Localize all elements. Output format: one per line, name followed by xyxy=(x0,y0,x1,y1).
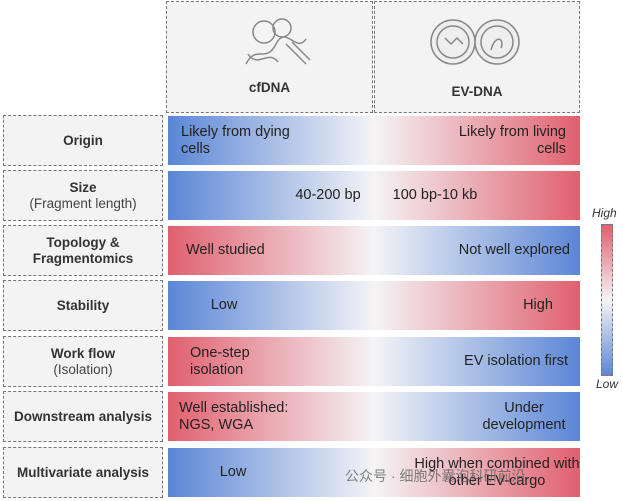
gradient-cell: Likely from dying cells Likely from livin… xyxy=(168,116,580,165)
gradient-cell: Low High xyxy=(168,281,580,330)
cell-text: Well established: NGS, WGA xyxy=(179,399,289,433)
watermark: 公众号 · 细胞外囊泡科研前沿 xyxy=(345,468,526,484)
row-label-text: Size xyxy=(69,179,97,195)
row-label: Topology & Fragmentomics xyxy=(4,226,162,275)
row-label-box xyxy=(3,447,163,498)
cell-text: Low xyxy=(210,297,238,313)
row-label-text: Origin xyxy=(63,132,103,148)
header-box xyxy=(374,1,580,113)
cell-text: Under development xyxy=(482,399,566,433)
gradient-cell: Low High when combined with other EV-carg… xyxy=(168,448,580,497)
row-label-box xyxy=(3,280,163,331)
gradient-cell: Well studied Not well explored xyxy=(168,226,580,275)
row-label: Downstream analysis xyxy=(4,392,162,441)
row-label-text: Topology & Fragmentomics xyxy=(32,234,134,266)
cell-text: Likely from dying cells xyxy=(181,123,290,157)
row-label: Multivariate analysis xyxy=(4,448,162,497)
row-label-box xyxy=(3,170,163,221)
column-header: EV-DNA xyxy=(451,84,503,99)
row-label-box xyxy=(3,115,163,166)
cell-text: 100 bp-10 kb xyxy=(392,187,478,203)
row-label: Origin xyxy=(4,116,162,165)
cell-text: High when combined with other EV-cargo xyxy=(414,455,580,489)
row-sublabel: (Fragment length) xyxy=(29,195,137,211)
legend-low: Low xyxy=(596,377,619,391)
gradient-cell: One-step isolation EV isolation first xyxy=(168,337,580,386)
gradient-cell: 40-200 bp 100 bp-10 kb xyxy=(168,171,580,220)
row-sublabel: (Isolation) xyxy=(53,361,113,377)
cell-text: One-step isolation xyxy=(190,344,250,378)
cell-text: 40-200 bp xyxy=(295,187,361,203)
legend-high: High xyxy=(592,206,617,220)
legend-bar xyxy=(601,224,613,376)
row-label-box xyxy=(3,336,163,387)
row-label: Stability xyxy=(4,281,162,330)
column-header: cfDNA xyxy=(248,80,291,95)
row-label-text: Stability xyxy=(56,297,110,313)
cell-text: Not well explored xyxy=(458,242,570,258)
row-label-text: Work flow xyxy=(50,345,116,361)
row-label-box xyxy=(3,391,163,442)
cell-text: Low xyxy=(219,464,247,480)
cfdna-icon xyxy=(245,18,311,65)
ev-dna-icon xyxy=(430,19,520,65)
cell-text: Well studied xyxy=(186,242,265,258)
cell-text: Likely from living cells xyxy=(458,123,566,157)
row-label: Size (Fragment length) xyxy=(4,171,162,220)
cell-text: EV isolation first xyxy=(464,353,568,369)
row-label-box xyxy=(3,225,163,276)
row-label-text: Downstream analysis xyxy=(13,408,153,424)
gradient-cell: Well established: NGS, WGA Under developm… xyxy=(168,392,580,441)
cell-text: High xyxy=(523,297,553,313)
row-label-text: Multivariate analysis xyxy=(16,464,150,480)
row-label: Work flow (Isolation) xyxy=(4,337,162,386)
